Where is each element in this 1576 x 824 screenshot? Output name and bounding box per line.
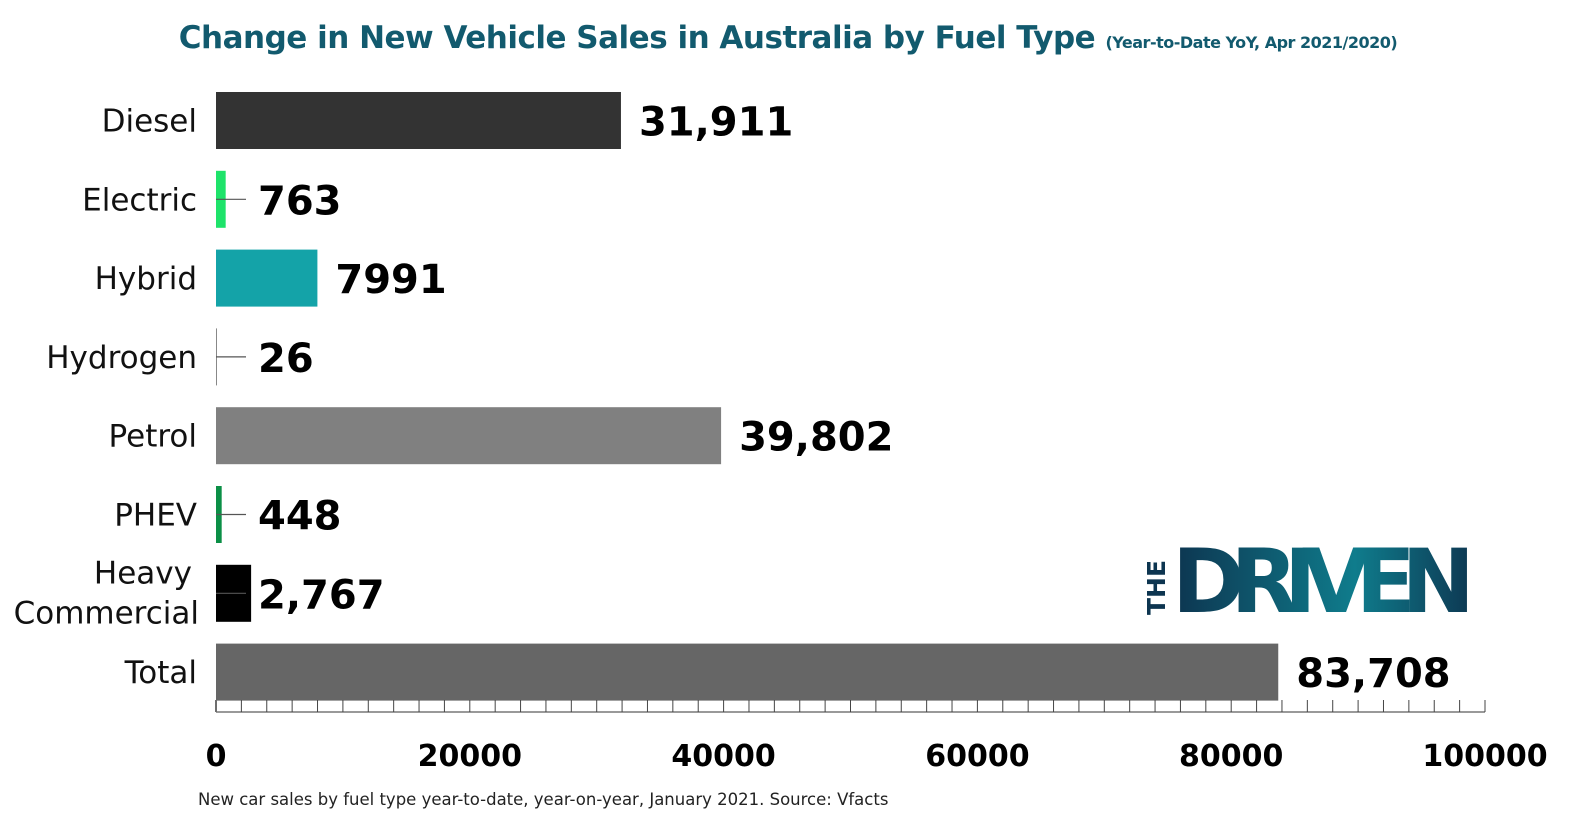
x-tick-label: 80000 (1179, 739, 1283, 774)
category-label: Commercial (14, 595, 199, 631)
logo-driven: DRIVEN (1172, 530, 1477, 633)
category-label: Hydrogen (46, 340, 197, 376)
category-label: Hybrid (95, 261, 197, 297)
data-label: 26 (258, 336, 314, 382)
x-tick-label: 40000 (671, 739, 775, 774)
bar-total (216, 643, 1279, 701)
data-label: 763 (258, 178, 342, 224)
title-text: Change in New Vehicle Sales in Australia… (178, 20, 1096, 56)
source-note: New car sales by fuel type year-to-date,… (198, 790, 889, 809)
category-label: Petrol (109, 419, 197, 455)
x-tick-label: 100000 (1422, 739, 1547, 774)
data-label: 7991 (335, 257, 446, 303)
data-label: 83,708 (1296, 651, 1450, 697)
category-label: Electric (82, 182, 197, 218)
data-label: 2,767 (258, 572, 385, 618)
x-tick-label: 0 (206, 739, 227, 774)
bar-hybrid (216, 249, 318, 307)
category-label: Total (124, 655, 197, 691)
category-label: PHEV (114, 498, 197, 534)
x-tick-label: 20000 (418, 739, 522, 774)
chart-subtitle: (Year-to-Date YoY, Apr 2021/2020) (1105, 33, 1398, 52)
logo-the: THE (1142, 560, 1171, 615)
data-label: 31,911 (639, 100, 793, 146)
bar-diesel (216, 92, 621, 149)
data-label: 448 (258, 494, 342, 540)
bar-petrol (216, 407, 722, 465)
category-label: Heavy (94, 555, 192, 591)
category-label: Diesel (102, 104, 197, 140)
data-label: 39,802 (739, 415, 893, 461)
chart-title: Change in New Vehicle Sales in Australia… (0, 20, 1576, 56)
x-tick-label: 60000 (925, 739, 1029, 774)
